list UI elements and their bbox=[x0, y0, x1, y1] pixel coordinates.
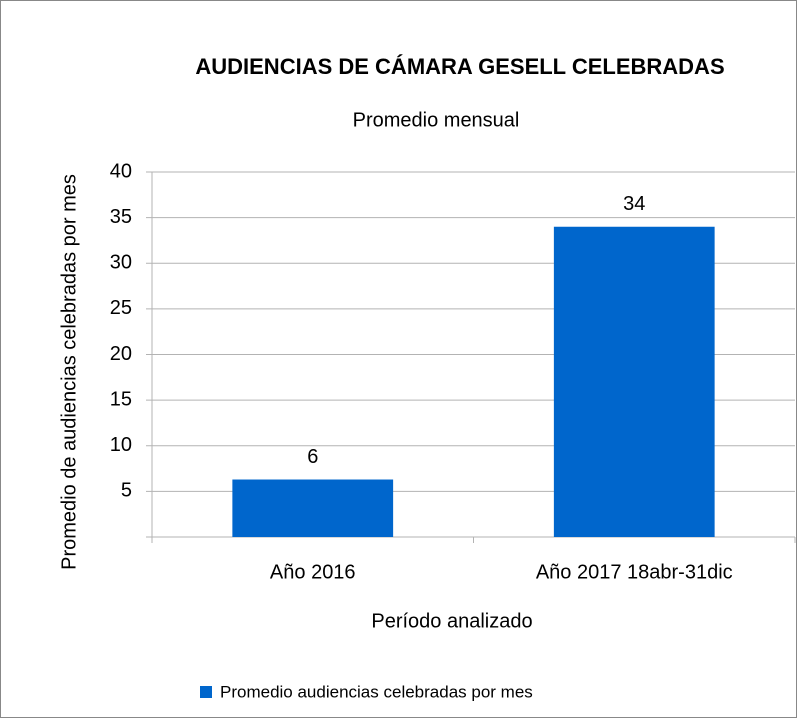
y-tick-label: 35 bbox=[110, 206, 132, 228]
x-axis-label: Período analizado bbox=[371, 610, 532, 632]
y-tick-label: 25 bbox=[110, 297, 132, 319]
chart-subtitle: Promedio mensual bbox=[353, 109, 520, 131]
bar bbox=[553, 226, 715, 537]
chart-title: AUDIENCIAS DE CÁMARA GESELL CELEBRADAS bbox=[195, 54, 724, 79]
y-tick-label: 5 bbox=[121, 480, 132, 502]
legend-label: Promedio audiencias celebradas por mes bbox=[220, 682, 533, 701]
x-tick-label: Año 2017 18abr-31dic bbox=[536, 561, 733, 583]
y-tick-label: 15 bbox=[110, 388, 132, 410]
bar bbox=[232, 479, 394, 537]
value-label: 6 bbox=[307, 446, 318, 468]
legend-swatch bbox=[200, 686, 212, 698]
y-tick-label: 10 bbox=[110, 434, 132, 456]
y-tick-label: 20 bbox=[110, 343, 132, 365]
value-label: 34 bbox=[623, 193, 645, 215]
y-tick-label: 30 bbox=[110, 252, 132, 274]
x-tick-label: Año 2016 bbox=[270, 561, 356, 583]
y-axis-label: Promedio de audiencias celebradas por me… bbox=[58, 174, 80, 570]
y-tick-label: 40 bbox=[110, 160, 132, 182]
